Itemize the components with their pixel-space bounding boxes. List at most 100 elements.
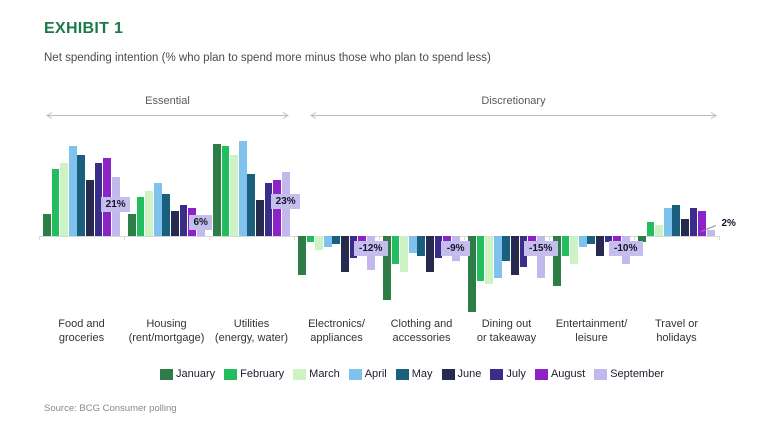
legend-item-january: January <box>159 368 216 380</box>
legend-item-july: July <box>490 368 526 380</box>
bar-june-electronics-appliances <box>341 236 349 273</box>
data-label-entertainment-leisure: -10% <box>608 241 643 256</box>
bar-march-electronics-appliances <box>315 236 323 250</box>
exhibit-title: EXHIBIT 1 <box>44 20 124 37</box>
bar-january-electronics-appliances <box>298 236 306 276</box>
category-label-dining-out-or-takeaway: Dining out or takeaway <box>476 318 537 345</box>
bar-may-electronics-appliances <box>332 236 341 245</box>
legend-swatch-june <box>441 368 455 380</box>
bar-september-travel-or-holidays <box>706 230 715 236</box>
axis-tick <box>379 236 380 240</box>
bar-july-clothing-and-accessories <box>434 236 443 259</box>
discretionary-range-arrow <box>310 112 717 119</box>
bar-january-entertainment-leisure <box>553 236 561 287</box>
legend-label-september: September <box>610 368 664 380</box>
bar-april-dining-out-or-takeaway <box>493 236 502 278</box>
bar-february-travel-or-holidays <box>646 222 655 236</box>
bar-september-dining-out-or-takeaway <box>536 236 545 278</box>
data-label-food-and-groceries: 21% <box>101 196 130 212</box>
data-label-clothing-and-accessories: -9% <box>441 241 470 256</box>
bar-june-travel-or-holidays <box>681 219 689 236</box>
legend-swatch-august <box>534 368 548 380</box>
bar-april-travel-or-holidays <box>663 208 672 236</box>
bar-january-clothing-and-accessories <box>383 236 391 301</box>
bar-april-clothing-and-accessories <box>408 236 417 253</box>
category-label-travel-or-holidays: Travel or holidays <box>655 318 698 345</box>
bar-may-food-and-groceries <box>77 154 86 236</box>
bar-february-utilities-energy-water <box>221 146 230 236</box>
category-label-utilities-energy-water: Utilities (energy, water) <box>214 318 289 345</box>
bar-april-electronics-appliances <box>323 236 332 248</box>
legend-label-june: June <box>457 368 482 380</box>
axis-tick <box>39 236 40 240</box>
bar-march-housing-rent-mortgage <box>145 191 153 236</box>
legend-label-july: July <box>506 368 526 380</box>
legend-label-january: January <box>175 368 216 380</box>
bar-february-entertainment-leisure <box>561 236 570 256</box>
bar-june-food-and-groceries <box>86 180 94 236</box>
category-label-electronics-appliances: Electronics/ appliances <box>308 318 365 345</box>
category-label-clothing-and-accessories: Clothing and accessories <box>390 318 453 345</box>
bar-january-food-and-groceries <box>43 213 51 236</box>
bar-january-housing-rent-mortgage <box>128 213 136 236</box>
axis-tick <box>719 236 720 240</box>
legend-swatch-april <box>348 368 362 380</box>
bar-february-dining-out-or-takeaway <box>476 236 485 281</box>
legend-item-august: August <box>534 368 586 380</box>
bar-march-food-and-groceries <box>60 163 68 236</box>
category-label-housing-rent-mortgage: Housing (rent/mortgage) <box>128 318 205 345</box>
bar-april-utilities-energy-water <box>238 140 247 236</box>
legend-item-february: February <box>224 368 284 380</box>
bar-july-travel-or-holidays <box>689 208 698 236</box>
axis-tick <box>124 236 125 240</box>
bar-july-utilities-energy-water <box>264 182 273 236</box>
data-label-electronics-appliances: -12% <box>353 241 388 256</box>
bar-january-travel-or-holidays <box>638 236 646 242</box>
legend-item-may: May <box>395 368 433 380</box>
bar-may-dining-out-or-takeaway <box>502 236 511 262</box>
section-label-essential: Essential <box>145 95 190 107</box>
bar-april-entertainment-leisure <box>578 236 587 248</box>
legend-item-september: September <box>594 368 664 380</box>
bar-may-utilities-energy-water <box>247 174 256 236</box>
bar-june-housing-rent-mortgage <box>171 210 179 236</box>
legend-item-june: June <box>441 368 482 380</box>
chart-subtitle: Net spending intention (% who plan to sp… <box>44 52 491 64</box>
legend-label-may: May <box>411 368 433 380</box>
legend-swatch-february <box>224 368 238 380</box>
category-label-food-and-groceries: Food and groceries <box>58 318 105 345</box>
legend-label-march: March <box>309 368 340 380</box>
bar-june-dining-out-or-takeaway <box>511 236 519 276</box>
chart-legend: January February March April May June July Augu… <box>28 368 768 380</box>
legend-swatch-march <box>293 368 307 380</box>
bar-june-entertainment-leisure <box>596 236 604 256</box>
bar-june-utilities-energy-water <box>256 199 264 236</box>
bar-march-clothing-and-accessories <box>400 236 408 273</box>
essential-range-arrow <box>46 112 289 119</box>
bar-august-entertainment-leisure <box>613 236 621 245</box>
bar-may-travel-or-holidays <box>672 205 681 236</box>
legend-item-april: April <box>348 368 387 380</box>
bar-august-travel-or-holidays <box>698 210 706 236</box>
bar-january-dining-out-or-takeaway <box>468 236 476 312</box>
bar-may-housing-rent-mortgage <box>162 194 171 236</box>
legend-item-march: March <box>293 368 340 380</box>
bar-july-food-and-groceries <box>94 163 103 236</box>
bar-march-travel-or-holidays <box>655 224 663 236</box>
bar-may-clothing-and-accessories <box>417 236 426 256</box>
axis-tick <box>209 236 210 240</box>
bar-january-utilities-energy-water <box>213 143 221 236</box>
data-label-utilities-energy-water: 23% <box>271 193 300 209</box>
bar-april-housing-rent-mortgage <box>153 182 162 236</box>
bar-march-dining-out-or-takeaway <box>485 236 493 284</box>
bar-february-food-and-groceries <box>51 168 60 236</box>
data-label-housing-rent-mortgage: 6% <box>189 215 213 230</box>
bar-february-housing-rent-mortgage <box>136 196 145 236</box>
legend-label-august: August <box>550 368 586 380</box>
section-label-discretionary: Discretionary <box>481 95 546 107</box>
axis-tick <box>634 236 635 240</box>
bar-march-utilities-energy-water <box>230 154 238 236</box>
source-note: Source: BCG Consumer polling <box>44 403 177 414</box>
